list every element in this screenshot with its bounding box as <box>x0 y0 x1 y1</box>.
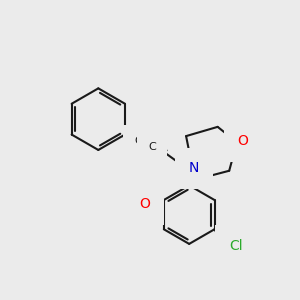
Text: O: O <box>238 134 248 148</box>
Text: O: O <box>139 197 150 211</box>
Text: C: C <box>148 142 156 152</box>
Text: C: C <box>134 136 142 146</box>
Text: N: N <box>189 161 199 176</box>
Text: Cl: Cl <box>229 239 243 253</box>
Text: H: H <box>128 197 137 210</box>
